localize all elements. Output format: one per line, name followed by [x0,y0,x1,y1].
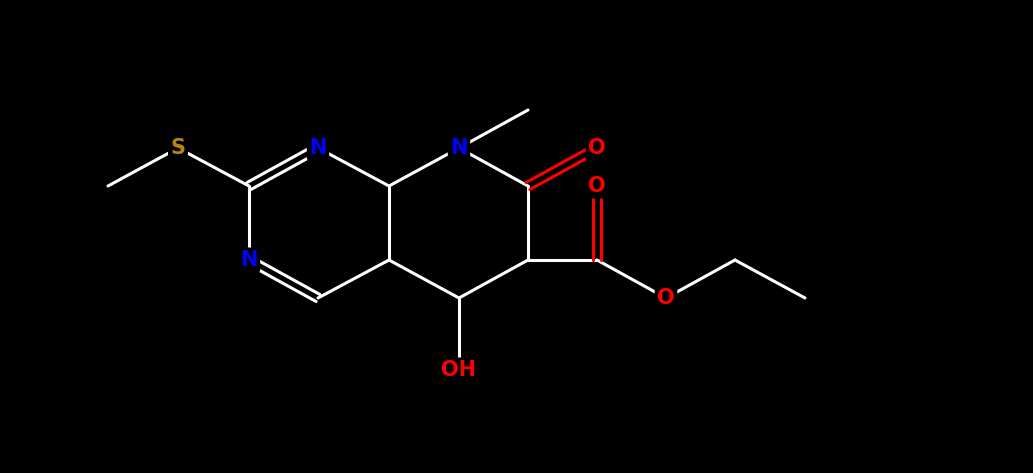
Text: O: O [588,138,605,158]
Text: N: N [241,250,257,270]
Text: O: O [657,288,675,308]
Text: N: N [309,138,326,158]
Text: N: N [450,138,468,158]
Text: S: S [170,138,186,158]
Text: OH: OH [441,360,476,380]
Text: O: O [588,176,605,196]
